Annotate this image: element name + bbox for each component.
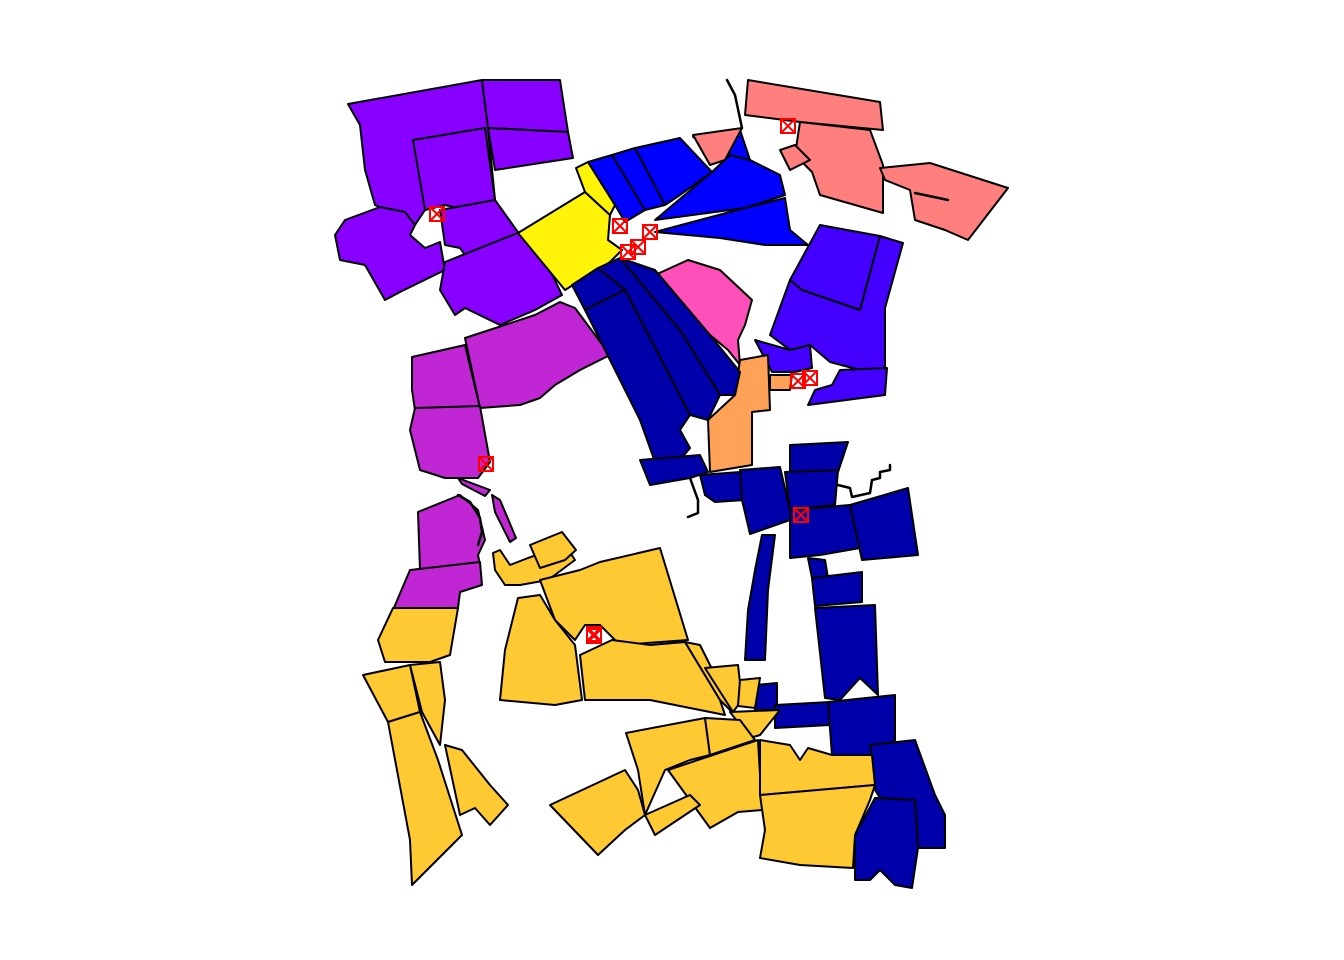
boxed-x-marker-icon xyxy=(478,456,494,472)
navy-center-parcels xyxy=(571,257,741,486)
parcel xyxy=(409,661,446,746)
parcel xyxy=(854,797,919,889)
boxed-x-marker-icon xyxy=(793,507,809,523)
parcel xyxy=(457,477,491,497)
indigo-parcels xyxy=(754,224,904,406)
parcel xyxy=(499,594,583,706)
parcel xyxy=(879,162,1009,241)
marker-layer xyxy=(429,118,818,644)
magenta-parcels xyxy=(392,301,611,611)
parcel xyxy=(789,441,849,473)
parcel xyxy=(481,79,569,133)
parcel xyxy=(444,744,509,826)
parcel xyxy=(334,206,446,301)
parcel xyxy=(654,259,753,366)
blue-parcels xyxy=(587,129,809,246)
parcel xyxy=(417,494,486,571)
salmon-parcels xyxy=(692,79,1009,241)
navy-right-parcels xyxy=(699,441,946,889)
parcel xyxy=(654,197,809,246)
parcel xyxy=(584,289,691,463)
parcel xyxy=(667,739,763,829)
boundary-line xyxy=(686,476,700,519)
parcel xyxy=(814,604,879,701)
boundary-line xyxy=(725,78,744,130)
parcel xyxy=(487,127,574,171)
parcel xyxy=(744,79,884,131)
parcel xyxy=(529,531,577,569)
parcel xyxy=(464,301,611,409)
parcel xyxy=(377,607,459,663)
parcel xyxy=(699,471,746,503)
parcel xyxy=(587,154,646,223)
parcel xyxy=(849,487,919,561)
parcel xyxy=(869,739,946,849)
parcel xyxy=(811,571,863,607)
parcel xyxy=(807,367,888,406)
parcel xyxy=(491,494,517,543)
boundary-line xyxy=(456,493,484,547)
boxed-x-marker-icon xyxy=(630,239,646,255)
parcel xyxy=(575,161,616,216)
violet-parcels xyxy=(334,79,574,326)
parcel xyxy=(779,144,811,171)
parcel xyxy=(692,127,743,166)
line-features xyxy=(456,78,950,547)
boxed-x-marker-icon xyxy=(780,118,796,134)
parcel xyxy=(769,374,793,391)
parcel xyxy=(634,137,713,206)
parcel xyxy=(739,466,791,535)
parcel xyxy=(737,677,761,709)
boxed-x-marker-icon xyxy=(429,206,445,222)
boxed-x-marker-icon xyxy=(620,244,636,260)
parcel xyxy=(392,561,483,611)
parcel xyxy=(409,405,491,479)
parcel xyxy=(794,121,884,214)
gold-parcels xyxy=(362,531,876,886)
parcel xyxy=(619,257,741,396)
boxed-x-marker-icon xyxy=(802,370,818,386)
boundary-line xyxy=(913,191,950,202)
parcel xyxy=(387,711,463,886)
parcel xyxy=(644,794,701,836)
boxed-x-marker-icon xyxy=(642,224,658,240)
parcel xyxy=(759,784,876,869)
parcel xyxy=(707,354,771,473)
boxed-x-marker-icon xyxy=(612,218,628,234)
parcel xyxy=(549,769,646,856)
parcel xyxy=(639,454,709,486)
boxed-x-marker-icon xyxy=(586,628,602,644)
parcel xyxy=(784,469,839,511)
parcel xyxy=(807,557,829,579)
parcel xyxy=(412,127,496,211)
boundary-line xyxy=(836,463,892,499)
parcel xyxy=(774,701,831,729)
parcel xyxy=(744,534,776,661)
